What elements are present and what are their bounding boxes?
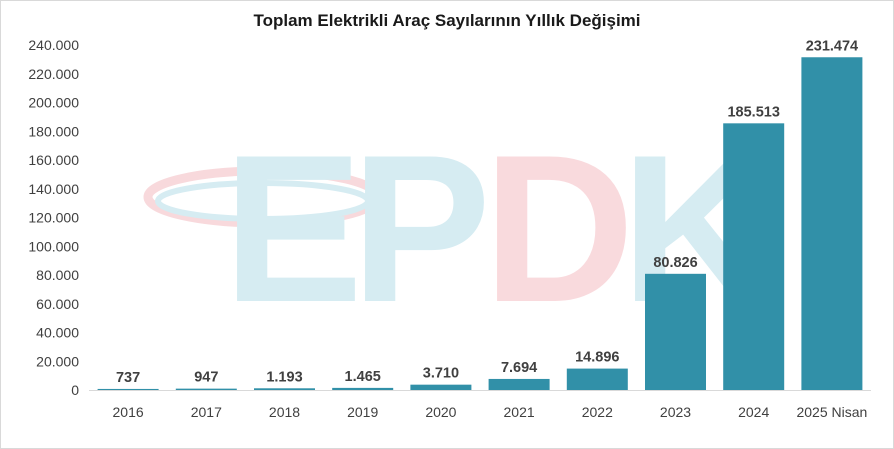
y-tick-label: 20.000 [36,353,79,369]
data-labels: 737 947 1.193 1.465 3.710 7.694 14.896 80.826 18… [116,38,858,386]
x-tick-label: 2018 [269,404,300,420]
y-tick-label: 160.000 [28,152,79,168]
y-tick-label: 100.000 [28,238,79,254]
x-tick-label: 2021 [504,404,535,420]
bar-2017 [175,388,237,390]
data-label: 3.710 [423,366,459,382]
data-label: 737 [116,370,140,386]
y-tick-label: 220.000 [28,66,79,82]
bar-2025-nisan [801,57,863,390]
bar-2016 [97,388,159,390]
y-tick-label: 180.000 [28,123,79,139]
watermark-letter-e: E [223,111,363,346]
chart-title: Toplam Elektrikli Araç Sayılarının Yıllı… [253,11,640,30]
data-label: 231.474 [806,38,858,54]
y-tick-label: 140.000 [28,181,79,197]
bar-2019 [332,387,394,390]
y-tick-label: 200.000 [28,95,79,111]
x-tick-labels: 2016 2017 2018 2019 2020 2021 2022 2023 2024 2025… [113,404,868,420]
bar-2021 [488,378,550,390]
watermark-letter-p: P [351,111,491,346]
y-tick-label: 240.000 [28,37,79,53]
x-tick-label: 2024 [738,404,769,420]
x-tick-label: 2019 [347,404,378,420]
data-label: 1.465 [345,369,381,385]
watermark-letter-d: D [483,111,635,346]
x-tick-label: 2020 [425,404,456,420]
data-label: 185.513 [727,104,779,120]
x-tick-label: 2022 [582,404,613,420]
x-tick-label: 2017 [191,404,222,420]
bar-series [97,57,863,390]
data-label: 14.896 [575,350,619,366]
bar-2022 [566,368,628,390]
data-label: 7.694 [501,360,537,376]
y-tick-label: 60.000 [36,296,79,312]
y-tick-label: 80.000 [36,267,79,283]
y-axis: 0 20.000 40.000 60.000 80.000 100.000 120.000 1… [28,37,79,398]
bar-2023 [645,273,706,390]
data-label: 947 [194,370,218,386]
data-label: 1.193 [266,369,302,385]
y-tick-label: 40.000 [36,325,79,341]
x-tick-label: 2016 [113,404,144,420]
y-tick-label: 120.000 [28,210,79,226]
bar-2020 [410,384,472,390]
watermark-swoosh [143,166,383,228]
bar-2024 [723,123,785,390]
x-tick-label: 2023 [660,404,691,420]
data-label: 80.826 [653,255,697,271]
bar-2018 [254,388,315,390]
x-tick-label: 2025 Nisan [796,404,867,420]
y-tick-label: 0 [71,382,79,398]
